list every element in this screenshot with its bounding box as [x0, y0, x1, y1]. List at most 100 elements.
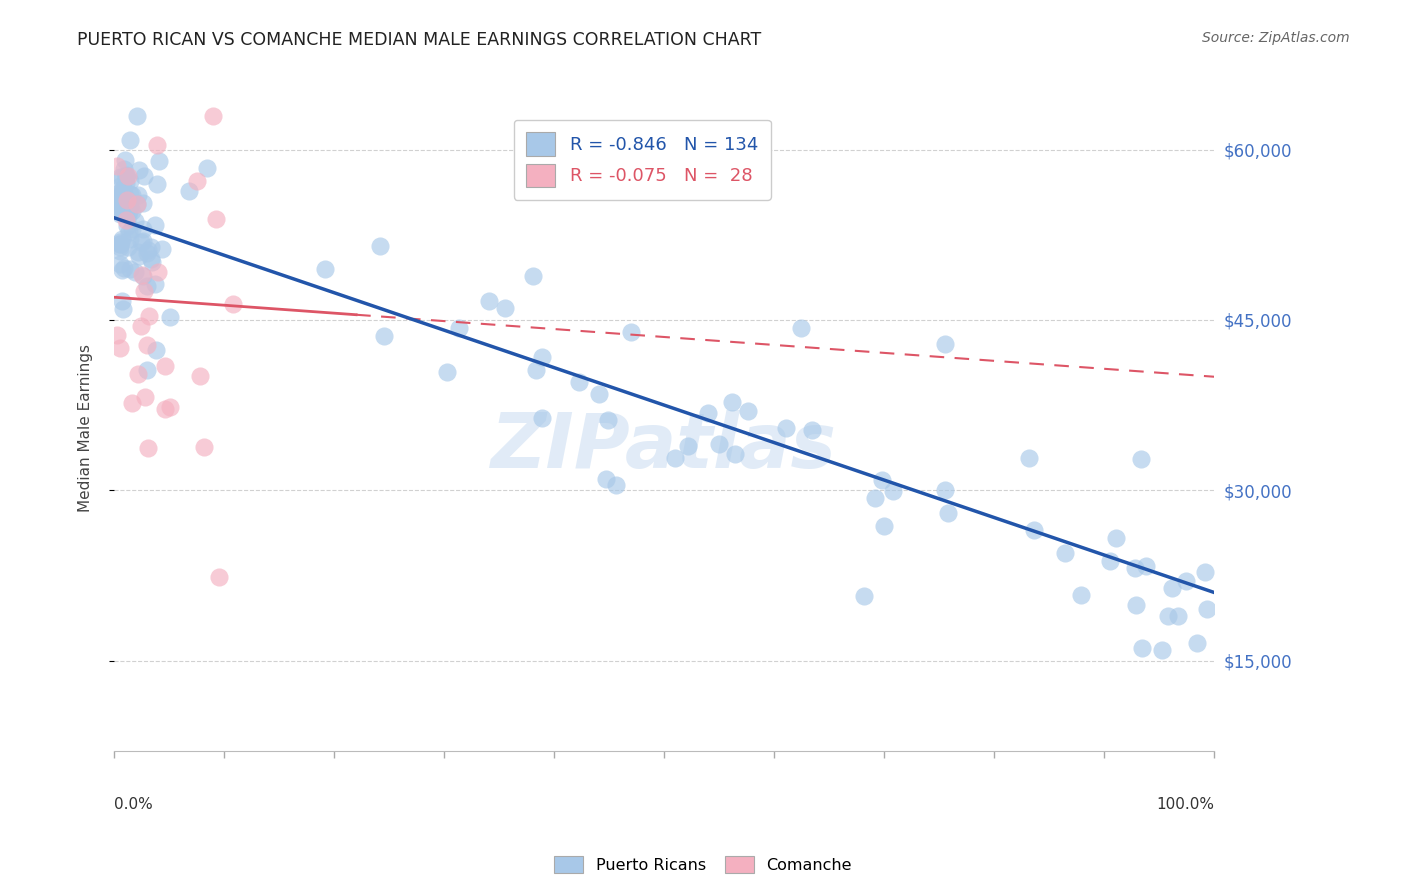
Point — [108, 197, 131, 211]
Point — [121, 204, 143, 219]
Point — [134, 390, 156, 404]
Point — [1185, 635, 1208, 649]
Point — [112, 161, 135, 176]
Point — [724, 446, 747, 460]
Point — [596, 413, 619, 427]
Point — [148, 153, 170, 168]
Point — [114, 153, 136, 168]
Point — [146, 178, 169, 192]
Point — [195, 161, 218, 175]
Point — [117, 169, 139, 184]
Point — [118, 225, 141, 239]
Point — [1018, 450, 1040, 465]
Point — [115, 169, 138, 183]
Point — [111, 232, 134, 246]
Point — [1105, 531, 1128, 545]
Point — [108, 195, 131, 210]
Point — [177, 184, 200, 198]
Point — [447, 321, 470, 335]
Point — [121, 396, 143, 410]
Point — [146, 137, 169, 152]
Point — [494, 301, 516, 315]
Point — [112, 301, 135, 316]
Point — [111, 293, 134, 308]
Point — [204, 211, 226, 226]
Point — [1125, 599, 1147, 613]
Point — [129, 319, 152, 334]
Point — [132, 284, 155, 298]
Point — [1195, 602, 1218, 616]
Point — [118, 262, 141, 277]
Point — [186, 173, 208, 187]
Point — [605, 478, 627, 492]
Point — [588, 387, 610, 401]
Point — [132, 268, 155, 283]
Point — [108, 236, 131, 251]
Point — [314, 262, 336, 277]
Point — [107, 327, 129, 342]
Point — [202, 109, 225, 123]
Point — [1099, 553, 1122, 567]
Point — [128, 162, 150, 177]
Point — [141, 252, 163, 267]
Point — [112, 181, 135, 195]
Text: ZIPatlas: ZIPatlas — [491, 410, 837, 484]
Point — [676, 438, 699, 452]
Point — [120, 133, 142, 147]
Point — [721, 394, 744, 409]
Point — [125, 109, 148, 123]
Point — [159, 310, 181, 325]
Point — [131, 268, 153, 282]
Legend: R = -0.846   N = 134, R = -0.075   N =  28: R = -0.846 N = 134, R = -0.075 N = 28 — [513, 120, 770, 200]
Point — [143, 277, 166, 291]
Point — [108, 189, 131, 203]
Point — [108, 244, 131, 259]
Point — [111, 263, 134, 277]
Point — [108, 236, 131, 251]
Point — [737, 404, 759, 418]
Point — [141, 255, 163, 269]
Point — [870, 473, 893, 487]
Point — [111, 205, 134, 219]
Point — [107, 160, 129, 174]
Point — [114, 176, 136, 190]
Point — [108, 178, 131, 193]
Point — [115, 219, 138, 233]
Point — [108, 170, 131, 185]
Point — [1174, 574, 1197, 588]
Point — [127, 245, 149, 260]
Point — [934, 483, 956, 498]
Point — [853, 589, 876, 603]
Point — [1053, 546, 1076, 560]
Point — [114, 202, 136, 217]
Point — [139, 240, 162, 254]
Point — [138, 309, 160, 323]
Point — [159, 400, 181, 414]
Point — [153, 359, 176, 373]
Point — [127, 197, 149, 211]
Point — [108, 257, 131, 271]
Point — [190, 369, 212, 384]
Point — [1130, 641, 1153, 656]
Point — [882, 484, 904, 499]
Point — [697, 406, 720, 420]
Point — [108, 235, 131, 250]
Point — [1194, 565, 1216, 579]
Point — [108, 186, 131, 200]
Text: 100.0%: 100.0% — [1156, 797, 1215, 812]
Point — [110, 203, 132, 218]
Point — [110, 188, 132, 202]
Point — [118, 232, 141, 246]
Text: 0.0%: 0.0% — [114, 797, 153, 812]
Point — [478, 294, 501, 309]
Point — [208, 570, 231, 584]
Point — [800, 423, 823, 437]
Point — [127, 188, 149, 202]
Point — [108, 192, 131, 206]
Point — [124, 265, 146, 279]
Point — [132, 195, 155, 210]
Point — [114, 168, 136, 182]
Point — [1123, 561, 1146, 575]
Point — [1161, 581, 1184, 595]
Point — [108, 341, 131, 355]
